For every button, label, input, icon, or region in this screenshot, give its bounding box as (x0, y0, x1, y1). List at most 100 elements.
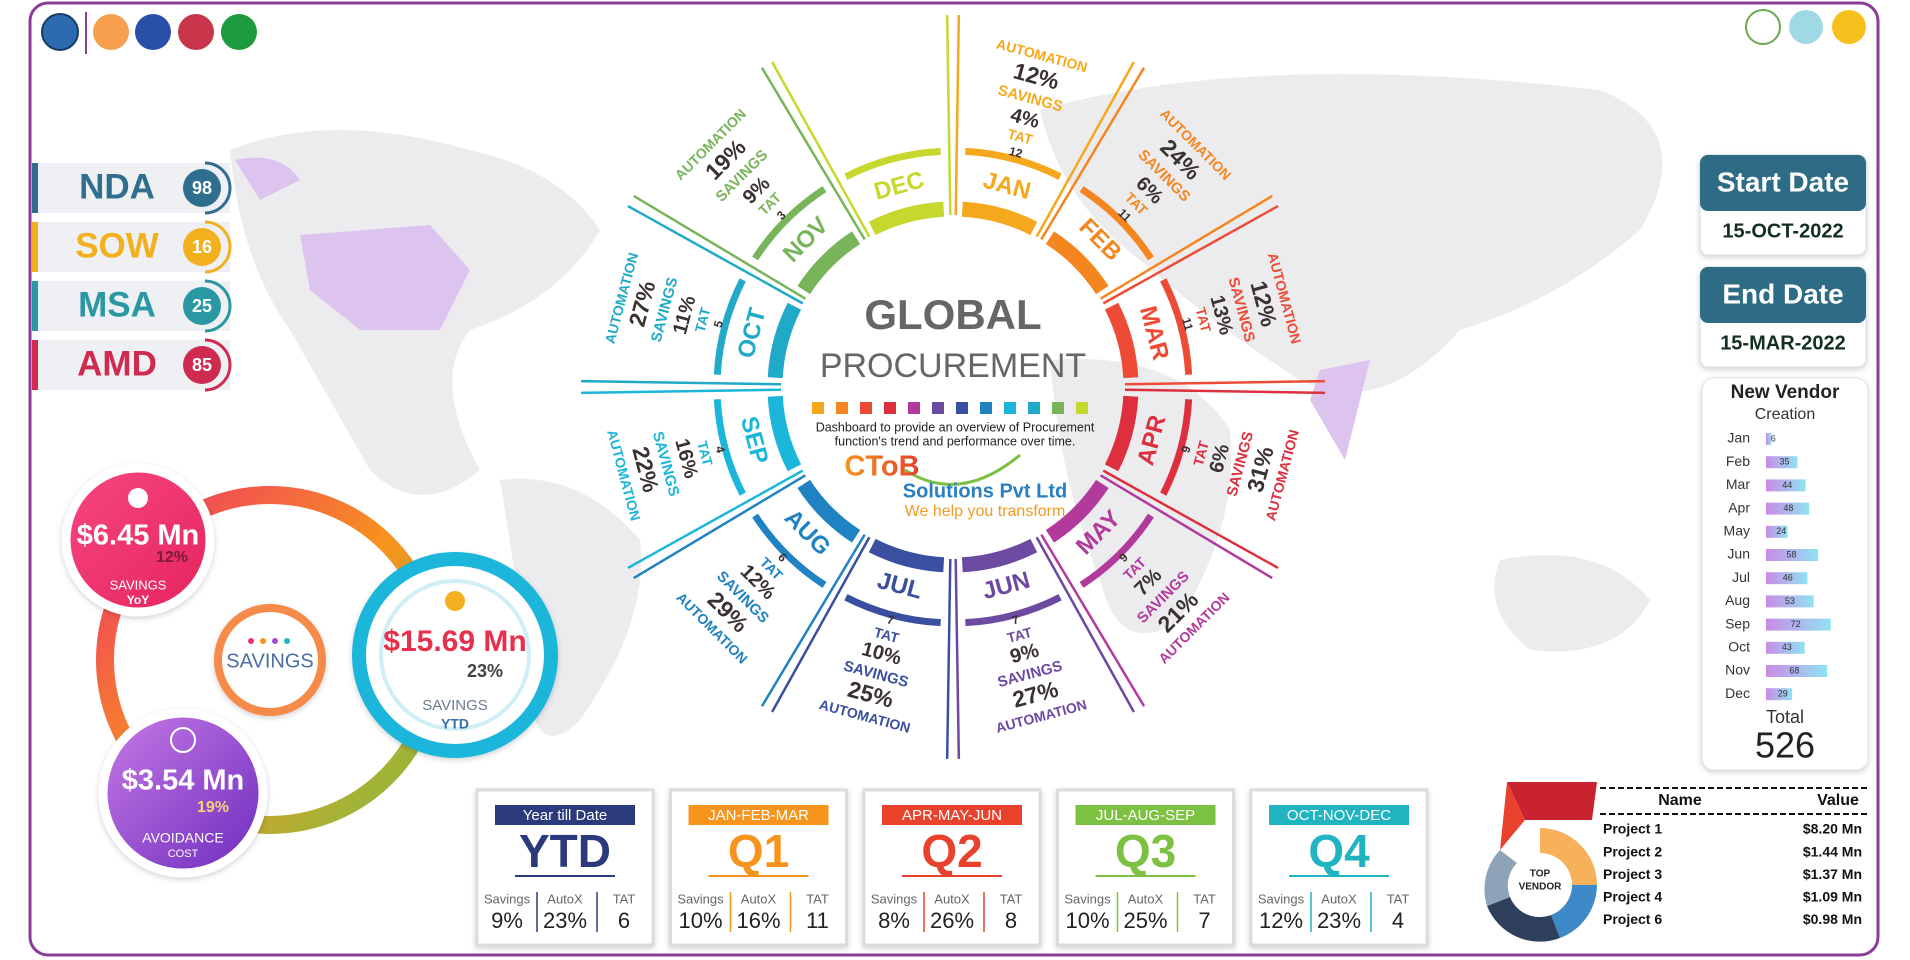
vendor-flag-fold (1500, 782, 1525, 850)
month-spoke (1099, 194, 1273, 300)
month-spoke (1102, 469, 1279, 570)
quarter-header-band (882, 805, 1022, 825)
quarter-metric-label: AutoX (934, 891, 970, 906)
savings-dots (248, 638, 290, 644)
flag-jamaica[interactable] (221, 14, 257, 50)
ytd-period: YTD (441, 716, 469, 732)
table-header: Name (1658, 792, 1702, 809)
vendor-month: Jul (1732, 569, 1750, 585)
flag-usa[interactable] (178, 14, 214, 50)
month-ring-inner (1104, 302, 1139, 379)
vendor-name: Project 2 (1603, 843, 1662, 859)
color-swatch (1004, 402, 1016, 414)
metric-label: TAT (1192, 306, 1214, 335)
month-spoke (581, 379, 782, 386)
quarter-header: OCT-NOV-DEC (1287, 807, 1391, 824)
vendor-month: Feb (1726, 453, 1750, 469)
avoidance-circle (98, 708, 268, 878)
quarter-metric-label: TAT (1387, 891, 1410, 906)
month-spoke (945, 15, 952, 216)
color-swatch (1052, 402, 1064, 414)
vendor-bar (1766, 525, 1788, 538)
savings-center-label: SAVINGS (226, 650, 313, 672)
flag-france[interactable] (135, 14, 171, 50)
vendor-value: 58 (1786, 549, 1796, 559)
dot (272, 638, 278, 644)
vendor-month: Jun (1727, 546, 1750, 562)
end-date-value[interactable]: 15-MAR-2022 (1720, 332, 1846, 354)
quarter-metric-value: 4 (1392, 908, 1404, 933)
quarter-metric-label: Savings (1258, 891, 1305, 906)
map-highlight-alaska (235, 157, 300, 200)
quarter-metric-value: 16% (736, 908, 780, 933)
yoy-amount: $6.45 Mn (77, 520, 200, 552)
vendor-value: $1.37 Mn (1803, 866, 1862, 882)
quarter-label: Q4 (1308, 825, 1370, 877)
month-spoke (760, 67, 866, 241)
flag-india[interactable] (93, 14, 129, 50)
quarter-metric-value: 11 (806, 908, 829, 933)
table-header: Value (1817, 792, 1859, 809)
quarter-label: Q3 (1115, 825, 1176, 877)
contract-count: 98 (192, 178, 212, 198)
quarter-metric-value: 10% (678, 908, 722, 933)
vendor-bar (1766, 433, 1772, 445)
quarter-metric-value: 9% (491, 908, 523, 933)
vendor-bar (1766, 456, 1798, 469)
quarter-metric-value: 25% (1123, 908, 1167, 933)
month-spoke (760, 533, 866, 707)
start-date-value[interactable]: 15-OCT-2022 (1722, 220, 1843, 242)
ytd-inner-circle (379, 579, 531, 731)
vendor-value: $0.98 Mn (1803, 911, 1862, 927)
vendor-value: 72 (1791, 619, 1801, 629)
metric-label: TAT (1190, 439, 1212, 468)
metric-tat: 12 (1008, 144, 1025, 161)
vendor-bar (1766, 688, 1793, 701)
vendor-donut-segment (1487, 897, 1560, 942)
color-swatch (884, 402, 896, 414)
home-button[interactable] (1745, 9, 1781, 45)
quarter-header: JUL-AUG-SEP (1096, 807, 1195, 824)
contract-label: AMD (77, 344, 157, 383)
vendor-value: 29 (1778, 689, 1788, 699)
vendor-name: Project 6 (1603, 911, 1662, 927)
vendor-month: Mar (1726, 476, 1750, 492)
month-ring-inner (1045, 479, 1109, 543)
contract-accent (32, 222, 38, 272)
contract-badge (183, 228, 221, 266)
vendor-bar (1766, 641, 1805, 654)
color-swatch (908, 402, 920, 414)
month-ring-outer (965, 147, 1062, 180)
minimize-button[interactable] (1789, 10, 1823, 44)
vendor-value: 48 (1783, 503, 1793, 513)
vendor-month: Oct (1728, 639, 1750, 655)
contract-accent (32, 340, 38, 390)
globe-button[interactable] (41, 13, 79, 51)
metric-tat: 4 (712, 444, 727, 454)
maximize-button[interactable] (1832, 10, 1866, 44)
metric-label: TAT (872, 624, 901, 646)
vendor-value: 35 (1780, 457, 1790, 467)
quarter-metric-label: TAT (1193, 891, 1216, 906)
wheel-title: GLOBAL (864, 291, 1041, 338)
top-vendor: TOP VENDOR Name Value Project 1 $8.20 Mn P… (1484, 782, 1870, 942)
vendor-total: 526 (1755, 725, 1815, 766)
dot (248, 638, 254, 644)
vendor-badge-text: VENDOR (1519, 882, 1563, 893)
metric-label: TAT (1006, 126, 1035, 148)
map-highlight-india (1310, 360, 1370, 460)
vendor-value: 68 (1789, 665, 1799, 675)
vendor-name: Project 1 (1603, 821, 1662, 837)
vendor-badge-text: TOP (1530, 869, 1551, 880)
end-date-label: End Date (1722, 278, 1843, 309)
window-controls (1745, 9, 1866, 45)
month-spoke (1035, 61, 1136, 238)
logo-tagline: We help you transform (905, 503, 1066, 520)
metric-tat: 7 (1010, 612, 1020, 627)
vendor-value: 24 (1776, 526, 1786, 536)
month-ring-outer (713, 278, 746, 375)
yoy-period: YoY (127, 593, 149, 607)
vendor-bar (1766, 665, 1828, 677)
quarter-metric-value: 6 (618, 908, 630, 933)
